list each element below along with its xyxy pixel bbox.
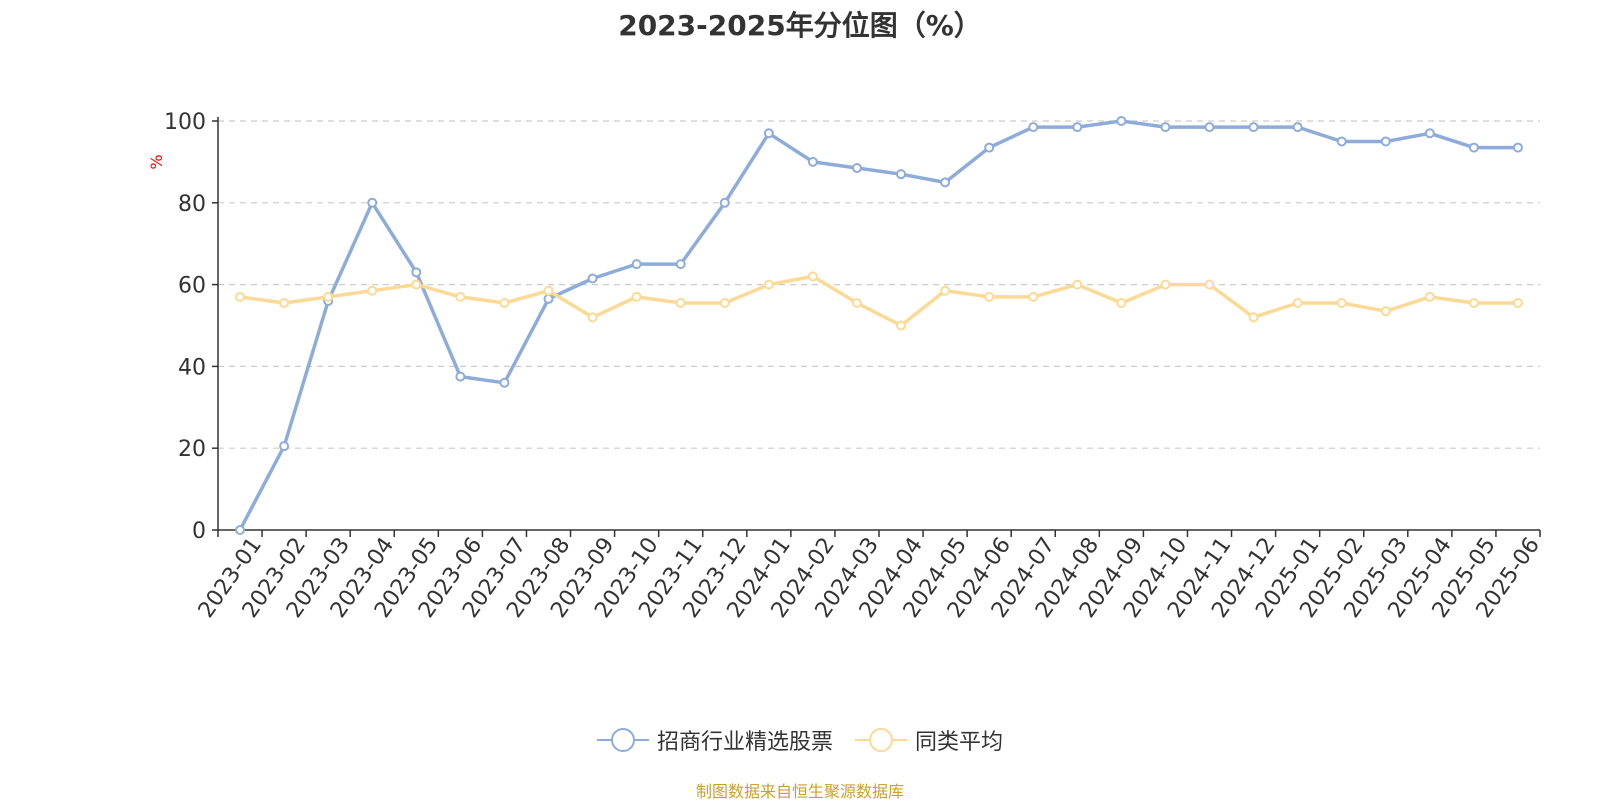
series-1-point[interactable] [1424, 128, 1435, 139]
y-axis-label: % [147, 154, 166, 169]
series-1-point[interactable] [940, 177, 951, 188]
y-tick-label: 60 [178, 274, 206, 299]
series-2-point[interactable] [807, 271, 818, 282]
y-tick-label: 100 [164, 110, 206, 135]
series-1-point[interactable] [1380, 136, 1391, 147]
series-lines [238, 119, 1518, 531]
series-2-point[interactable] [367, 285, 378, 296]
series-2-point[interactable] [543, 285, 554, 296]
series-2-point[interactable] [279, 298, 290, 309]
series-2-point[interactable] [1072, 279, 1083, 290]
legend-marker-icon [855, 728, 907, 752]
series-1-point[interactable] [1336, 136, 1347, 147]
y-tick-label: 80 [178, 192, 206, 217]
series-1-point[interactable] [499, 377, 510, 388]
series-2-point[interactable] [719, 298, 730, 309]
series-1-point[interactable] [543, 293, 554, 304]
grid-lines [218, 120, 1540, 449]
series-2-point[interactable] [1116, 298, 1127, 309]
series-2-point[interactable] [1292, 298, 1303, 309]
x-tick-labels: 2023-012023-022023-032023-042023-052023-… [194, 533, 1545, 623]
series-2-point[interactable] [1204, 279, 1215, 290]
legend: 招商行业精选股票 同类平均 [0, 720, 1600, 760]
series-2-point[interactable] [940, 285, 951, 296]
series-1-point[interactable] [719, 197, 730, 208]
series-1-point[interactable] [807, 156, 818, 167]
series-2-point[interactable] [896, 320, 907, 331]
series-2-point[interactable] [1424, 291, 1435, 302]
series-1-point[interactable] [1292, 122, 1303, 133]
series-2-point[interactable] [323, 291, 334, 302]
series-1-point[interactable] [984, 142, 995, 153]
series-2-point[interactable] [1160, 279, 1171, 290]
series-2-point[interactable] [851, 298, 862, 309]
series-1-point[interactable] [455, 371, 466, 382]
series-1-point[interactable] [763, 128, 774, 139]
series-line-1 [238, 119, 1518, 531]
chart-title: 2023-2025年分位图（%） [618, 9, 982, 42]
legend-label: 同类平均 [915, 730, 1004, 755]
data-points [235, 116, 1523, 535]
series-1-point[interactable] [1512, 142, 1523, 153]
series-1-point[interactable] [1204, 122, 1215, 133]
series-1-point[interactable] [1072, 122, 1083, 133]
series-1-point[interactable] [279, 441, 290, 452]
y-tick-label: 0 [192, 519, 206, 544]
series-1-point[interactable] [1468, 142, 1479, 153]
series-2-point[interactable] [411, 279, 422, 290]
legend-item-1[interactable]: 招商行业精选股票 [596, 724, 833, 756]
series-1-point[interactable] [367, 197, 378, 208]
series-1-point[interactable] [411, 267, 422, 278]
series-2-point[interactable] [1028, 291, 1039, 302]
legend-label: 招商行业精选股票 [656, 730, 833, 755]
series-1-point[interactable] [631, 259, 642, 270]
y-tick-label: 20 [178, 437, 206, 462]
series-1-point[interactable] [851, 163, 862, 174]
series-2-point[interactable] [1380, 306, 1391, 317]
series-1-point[interactable] [1248, 122, 1259, 133]
series-2-point[interactable] [1512, 298, 1523, 309]
series-2-point[interactable] [675, 298, 686, 309]
series-1-point[interactable] [1160, 122, 1171, 133]
series-2-point[interactable] [1468, 298, 1479, 309]
legend-marker-icon [596, 728, 649, 752]
series-1-point[interactable] [675, 259, 686, 270]
series-2-point[interactable] [1248, 312, 1259, 323]
y-tick-label: 40 [178, 355, 206, 380]
series-2-point[interactable] [984, 291, 995, 302]
series-2-point[interactable] [235, 291, 246, 302]
series-2-point[interactable] [1336, 298, 1347, 309]
series-line-2 [239, 274, 1518, 328]
series-2-point[interactable] [587, 312, 598, 323]
series-1-point[interactable] [235, 525, 246, 535]
axes [212, 117, 1541, 537]
series-1-point[interactable] [587, 273, 598, 284]
series-2-point[interactable] [499, 298, 510, 309]
series-1-point[interactable] [1116, 116, 1127, 126]
legend-item-2[interactable]: 同类平均 [855, 724, 1003, 756]
series-2-point[interactable] [631, 291, 642, 302]
series-2-point[interactable] [763, 279, 774, 290]
source-note: 制图数据来自恒生聚源数据库 [695, 782, 904, 801]
series-1-point[interactable] [1028, 122, 1039, 133]
series-2-point[interactable] [455, 291, 466, 302]
series-1-point[interactable] [896, 169, 907, 180]
y-tick-labels: 0 20 40 60 80 100 [164, 110, 206, 544]
